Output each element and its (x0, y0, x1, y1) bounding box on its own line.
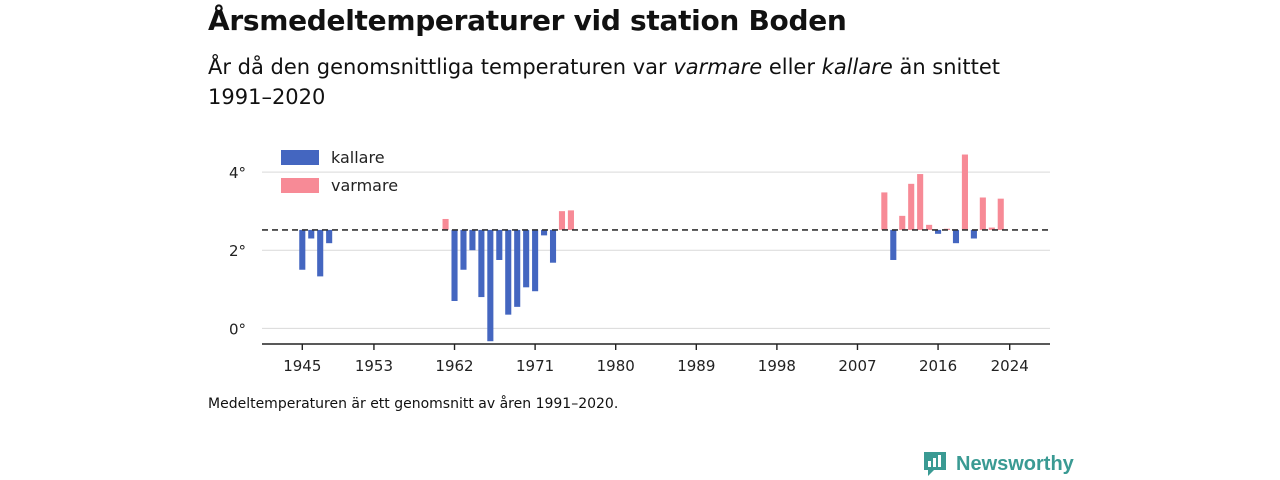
bar-1968-kallare (505, 229, 512, 315)
x-tick-label: 1953 (355, 357, 393, 375)
legend-label-varmare: varmare (331, 176, 398, 195)
subtitle-text-1: År då den genomsnittliga temperaturen va… (208, 55, 674, 79)
subtitle-emphasis-colder: kallare (821, 55, 893, 79)
x-tick-label: 1971 (516, 357, 554, 375)
bar-1966-kallare (487, 229, 494, 342)
bar-1972-kallare (541, 229, 548, 236)
bar-1964-kallare (469, 229, 476, 251)
chart-title: Årsmedeltemperaturer vid station Boden (208, 4, 847, 37)
bar-2021-varmare (979, 197, 986, 230)
bar-1945-kallare (299, 229, 306, 270)
bar-2022-varmare (988, 227, 995, 230)
bar-1970-kallare (523, 229, 530, 288)
bar-1967-kallare (496, 229, 503, 260)
x-tick-label: 1962 (435, 357, 473, 375)
bar-2020-kallare (970, 229, 977, 239)
chart-subtitle: År då den genomsnittliga temperaturen va… (208, 52, 1068, 112)
x-tick-label: 1980 (597, 357, 635, 375)
x-tick-label: 1945 (283, 357, 321, 375)
bar-2018-kallare (952, 229, 960, 244)
bar-1947-kallare (317, 229, 324, 277)
bar-2016-kallare (935, 229, 942, 234)
bar-1946-kallare (308, 229, 315, 239)
bar-1961-varmare (442, 218, 449, 230)
footnote: Medeltemperaturen är ett genomsnitt av å… (208, 396, 619, 412)
bar-1974-varmare (558, 211, 566, 230)
brand-name: Newsworthy (956, 452, 1074, 475)
bar-1962-kallare (451, 229, 458, 301)
legend-label-kallare: kallare (331, 148, 385, 167)
bar-1971-kallare (532, 229, 539, 292)
bar-2012-varmare (899, 215, 906, 230)
x-tick-label: 2007 (838, 357, 876, 375)
bar-1963-kallare (460, 229, 467, 270)
brand-logo: Newsworthy (922, 450, 1074, 478)
bar-1973-kallare (549, 229, 557, 263)
x-tick-label: 2016 (919, 357, 957, 375)
bar-1948-kallare (326, 229, 333, 244)
x-tick-label: 1989 (677, 357, 715, 375)
bar-1969-kallare (514, 229, 521, 307)
bar-2015-varmare (926, 224, 933, 230)
legend-swatch-kallare (281, 150, 319, 165)
x-tick-label: 2024 (991, 357, 1029, 375)
subtitle-text-3: än snittet 1991–2020 (208, 55, 1001, 109)
x-tick-label: 1998 (758, 357, 796, 375)
y-tick-label: 2° (229, 242, 246, 260)
bar-2010-varmare (881, 192, 888, 230)
bar-2023-varmare (997, 198, 1004, 230)
subtitle-emphasis-warmer: varmare (673, 55, 763, 79)
y-tick-label: 0° (229, 320, 246, 338)
subtitle-text-2: eller (762, 55, 822, 79)
bar-1975-varmare (567, 210, 574, 230)
bar-2014-varmare (917, 174, 924, 230)
bar-2013-varmare (908, 183, 915, 230)
newsworthy-logo-icon (924, 452, 946, 476)
y-tick-label: 4° (229, 164, 246, 182)
bar-2011-kallare (890, 229, 897, 260)
bar-2019-varmare (961, 154, 968, 230)
legend-swatch-varmare (281, 178, 319, 193)
bar-1965-kallare (478, 229, 485, 298)
